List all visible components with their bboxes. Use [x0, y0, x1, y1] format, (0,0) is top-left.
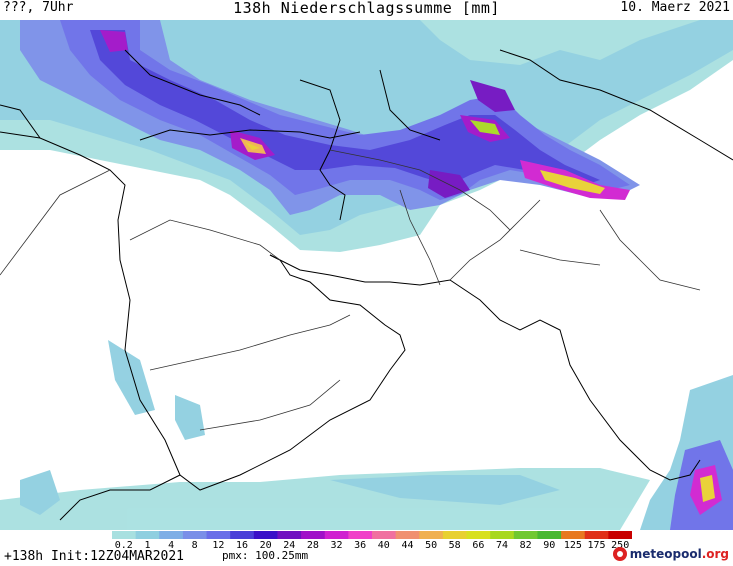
- meteopool-brand[interactable]: meteopool.org: [612, 544, 729, 564]
- scale-label: 175: [587, 540, 606, 551]
- color-swatch: [608, 531, 632, 539]
- color-swatch: [324, 531, 349, 539]
- scale-label: 66: [472, 540, 485, 551]
- scale-label: 0.2: [114, 540, 133, 551]
- color-swatch: [348, 531, 373, 539]
- init-time: +138h Init:12Z04MAR2021: [4, 549, 185, 564]
- scale-label: 20: [259, 540, 272, 551]
- scale-label: 12: [212, 540, 225, 551]
- coastlines: [0, 49, 733, 521]
- color-swatch: [584, 531, 609, 539]
- color-swatch: [112, 531, 137, 539]
- color-swatch: [372, 531, 397, 539]
- color-swatch: [466, 531, 491, 539]
- scale-label: 4: [168, 540, 175, 551]
- scale-label: 1: [144, 540, 151, 551]
- scale-label: 8: [191, 540, 198, 551]
- color-swatch: [442, 531, 468, 539]
- precipitation-field: [0, 20, 733, 530]
- scale-label: 24: [283, 540, 296, 551]
- scale-label: 74: [495, 540, 509, 551]
- color-swatch: [490, 531, 515, 539]
- color-swatch: [277, 531, 302, 539]
- scale-label: 36: [354, 540, 367, 551]
- color-swatch: [253, 531, 278, 539]
- scale-label: 28: [306, 540, 319, 551]
- scale-label: 32: [330, 540, 343, 551]
- scale-label: 16: [235, 540, 249, 551]
- color-swatch: [537, 531, 562, 539]
- brand-tld: .org: [701, 547, 729, 561]
- scale-label: 50: [425, 540, 438, 551]
- run-label: ???, 7Uhr: [3, 0, 74, 15]
- color-swatch: [561, 531, 586, 539]
- precipitation-map: [0, 20, 733, 530]
- color-scale: [112, 531, 632, 539]
- brand-name: meteopool: [629, 547, 702, 561]
- color-swatch: [395, 531, 420, 539]
- color-swatch: [301, 531, 326, 539]
- map-title: 138h Niederschlagssumme [mm]: [233, 0, 500, 17]
- scale-label: 250: [611, 540, 630, 551]
- scale-label: 125: [563, 540, 582, 551]
- color-swatch: [135, 531, 160, 539]
- color-swatch: [419, 531, 444, 539]
- scale-label: 58: [448, 540, 461, 551]
- scale-label: 82: [519, 540, 532, 551]
- color-swatch: [230, 531, 255, 539]
- scale-label: 90: [543, 540, 556, 551]
- color-scale-arrow: [626, 531, 632, 539]
- country-borders: [0, 149, 701, 431]
- color-scale-labels: 0.2 1 4 8 12 16 20 24 28 32 36 40 44 50 58 66 74 82 90 125 1…: [112, 540, 632, 552]
- color-swatch: [159, 531, 184, 539]
- color-swatch: [182, 531, 208, 539]
- valid-date: 10. Maerz 2021: [620, 0, 730, 15]
- scale-label: 40: [377, 540, 390, 551]
- meteopool-logo-icon: [612, 547, 627, 561]
- color-swatch: [513, 531, 538, 539]
- color-swatch: [206, 531, 231, 539]
- max-precip: pmx: 100.25mm: [222, 549, 309, 562]
- scale-label: 44: [401, 540, 414, 551]
